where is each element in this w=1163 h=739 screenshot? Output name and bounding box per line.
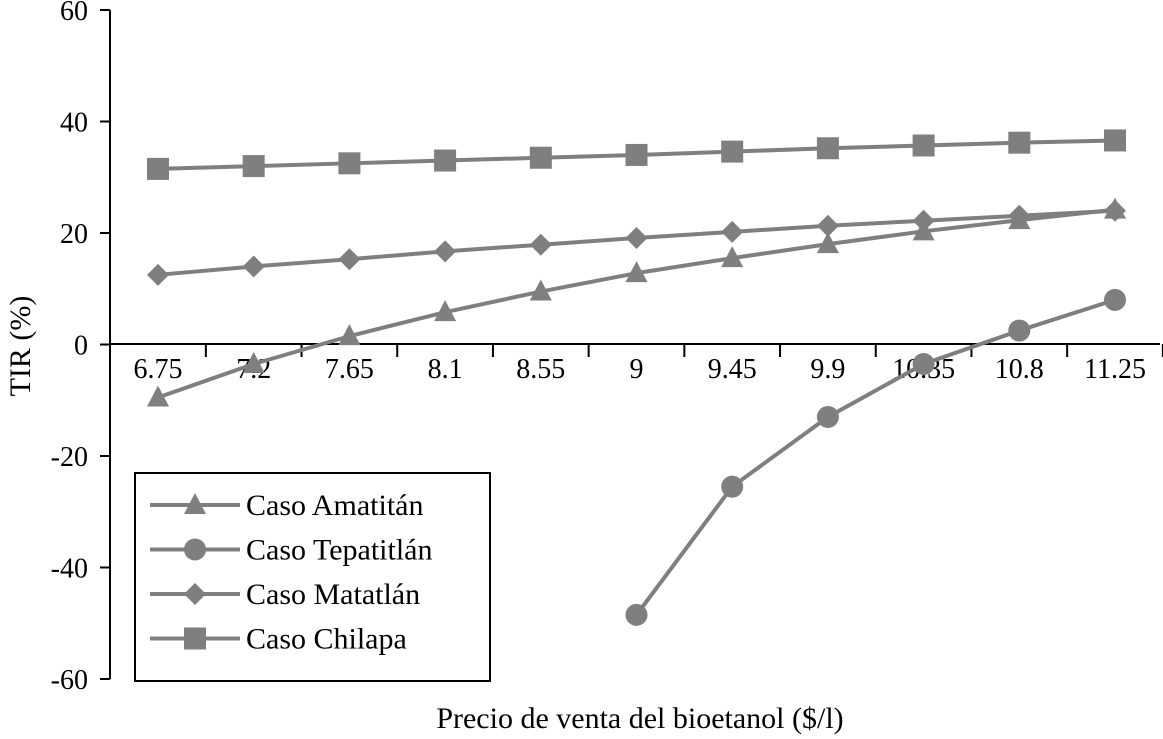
data-point-diamond bbox=[625, 227, 648, 250]
data-point-circle bbox=[1008, 319, 1031, 342]
data-point-circle bbox=[625, 603, 648, 626]
data-point-square bbox=[1008, 131, 1031, 154]
legend-marker-diamond bbox=[184, 583, 206, 605]
legend-marker-circle bbox=[184, 538, 206, 561]
legend-marker-square bbox=[184, 627, 206, 650]
data-point-triangle bbox=[721, 246, 744, 268]
data-point-triangle bbox=[529, 279, 552, 301]
x-tick-label: 7.65 bbox=[325, 354, 374, 385]
data-point-triangle bbox=[434, 300, 457, 322]
data-point-square bbox=[816, 137, 839, 160]
x-tick-label: 9.45 bbox=[708, 354, 757, 385]
x-tick-label: 6.75 bbox=[134, 354, 183, 385]
legend-label: Caso Tepatitlán bbox=[246, 534, 432, 567]
y-tick-label: 0 bbox=[74, 331, 88, 362]
data-point-diamond bbox=[912, 209, 935, 232]
data-point-triangle bbox=[816, 232, 839, 254]
y-tick-label: 60 bbox=[60, 0, 88, 27]
y-axis-title: TIR (%) bbox=[4, 296, 37, 397]
data-point-diamond bbox=[434, 240, 457, 263]
data-point-triangle bbox=[338, 324, 361, 346]
data-point-circle bbox=[1104, 288, 1126, 311]
series-square bbox=[147, 129, 1126, 180]
data-point-triangle bbox=[147, 385, 169, 407]
legend-entry: Caso Tepatitlán bbox=[150, 534, 432, 567]
data-point-square bbox=[147, 157, 169, 180]
x-tick-label: 9 bbox=[630, 354, 644, 385]
data-point-circle bbox=[721, 475, 744, 498]
legend-marker-triangle bbox=[184, 493, 206, 514]
legend-entry: Caso Chilapa bbox=[150, 623, 407, 656]
data-point-diamond bbox=[816, 214, 839, 237]
data-point-triangle bbox=[242, 352, 265, 374]
x-tick-label: 10.8 bbox=[995, 354, 1044, 385]
data-point-diamond bbox=[721, 220, 744, 243]
data-point-diamond bbox=[1104, 199, 1126, 222]
y-tick-label: -20 bbox=[51, 442, 88, 473]
data-point-square bbox=[529, 146, 552, 169]
legend-label: Caso Matatlán bbox=[246, 578, 420, 611]
data-point-square bbox=[242, 155, 265, 178]
series-layer bbox=[147, 129, 1126, 626]
y-tick-label: 40 bbox=[60, 108, 88, 139]
data-point-circle bbox=[912, 353, 935, 376]
data-point-diamond bbox=[338, 248, 361, 271]
data-point-diamond bbox=[1008, 204, 1031, 227]
data-point-square bbox=[434, 149, 457, 172]
x-tick-label: 9.9 bbox=[810, 354, 845, 385]
data-point-square bbox=[721, 140, 744, 163]
series-circle bbox=[625, 288, 1126, 626]
legend-label: Caso Chilapa bbox=[246, 623, 407, 656]
legend-label: Caso Amatitán bbox=[246, 489, 423, 522]
data-point-diamond bbox=[529, 233, 552, 256]
x-axis-title: Precio de venta del bioetanol ($/l) bbox=[436, 702, 843, 735]
data-point-square bbox=[912, 134, 935, 157]
axes: 6040200-20-40-606.757.27.658.18.5599.459… bbox=[51, 0, 1163, 696]
series-diamond bbox=[147, 199, 1126, 286]
data-point-square bbox=[625, 143, 648, 166]
data-point-circle bbox=[816, 405, 839, 428]
y-tick-label: 20 bbox=[60, 219, 88, 250]
data-point-triangle bbox=[625, 261, 648, 283]
legend-entry: Caso Amatitán bbox=[150, 489, 423, 522]
data-point-diamond bbox=[242, 255, 265, 278]
x-tick-label: 11.25 bbox=[1084, 354, 1146, 385]
series-line bbox=[634, 297, 1116, 617]
x-tick-label: 8.1 bbox=[428, 354, 463, 385]
y-tick-label: -60 bbox=[51, 665, 88, 696]
legend: Caso Amatitán Caso Tepatitlán Caso Matatlá… bbox=[134, 472, 491, 682]
data-point-square bbox=[338, 152, 361, 175]
y-tick-label: -40 bbox=[51, 554, 88, 585]
x-tick-label: 8.55 bbox=[516, 354, 565, 385]
legend-entry: Caso Matatlán bbox=[150, 578, 420, 611]
data-point-diamond bbox=[147, 263, 169, 286]
data-point-square bbox=[1104, 129, 1126, 152]
